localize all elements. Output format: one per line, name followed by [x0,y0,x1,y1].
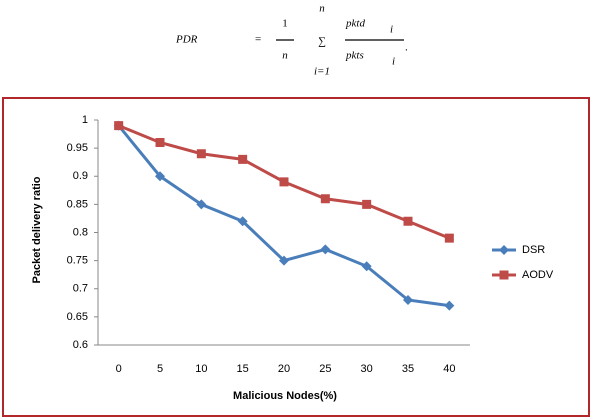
data-point [279,255,289,266]
y-axis-label: Packet delivery ratio [31,176,43,283]
data-point [444,233,454,243]
formula-upper: n [319,3,325,15]
data-point [403,216,413,226]
x-tick-label: 0 [116,363,122,375]
data-point [155,171,165,182]
data-point [362,199,372,209]
formula-frac-den: pkts [345,50,364,62]
formula-den-sub: i [392,56,395,68]
x-axis-label: Malicious Nodes(%) [233,390,337,402]
data-point [361,261,372,272]
formula-lower: i=1 [314,66,330,78]
data-point [196,199,207,210]
data-point [279,177,289,187]
data-point [114,121,124,131]
legend-marker [499,245,509,255]
formula-sum: ∑ [318,36,326,48]
legend-label: AODV [522,269,554,281]
x-tick-label: 20 [278,363,290,375]
y-tick-label: 0.85 [67,198,88,210]
formula: PDR = 1 n ∑ n i=1 pktd i pkts i . [175,3,408,78]
data-point [320,194,330,204]
x-tick-label: 30 [361,363,373,375]
formula-frac-num: pktd [345,18,365,30]
x-tick-label: 5 [157,363,163,375]
x-tick-label: 25 [319,363,331,375]
x-tick-label: 15 [237,363,249,375]
data-point [403,295,413,305]
y-tick-label: 0.75 [67,255,88,267]
data-point [444,300,455,311]
x-tick-label: 40 [443,363,455,375]
formula-eq: = [255,34,261,46]
legend-label: DSR [522,244,545,256]
y-tick-label: 0.9 [73,170,88,182]
y-tick-label: 0.6 [73,339,88,351]
formula-num: 1 [282,18,288,30]
data-point [238,154,248,164]
data-point [320,244,331,255]
legend-marker [499,270,509,280]
formula-end: . [405,42,408,54]
y-tick-label: 0.7 [73,283,88,295]
x-tick-label: 35 [402,363,414,375]
data-point [237,216,248,227]
y-tick-label: 1 [82,114,88,126]
formula-num-sub: i [390,24,393,36]
y-tick-label: 0.65 [67,311,88,323]
data-point [196,149,206,159]
x-tick-label: 10 [195,363,207,375]
data-point [155,138,165,147]
formula-lhs: PDR [175,34,198,46]
y-tick-label: 0.8 [73,226,88,238]
y-tick-label: 0.95 [67,142,88,154]
formula-den: n [282,50,288,62]
